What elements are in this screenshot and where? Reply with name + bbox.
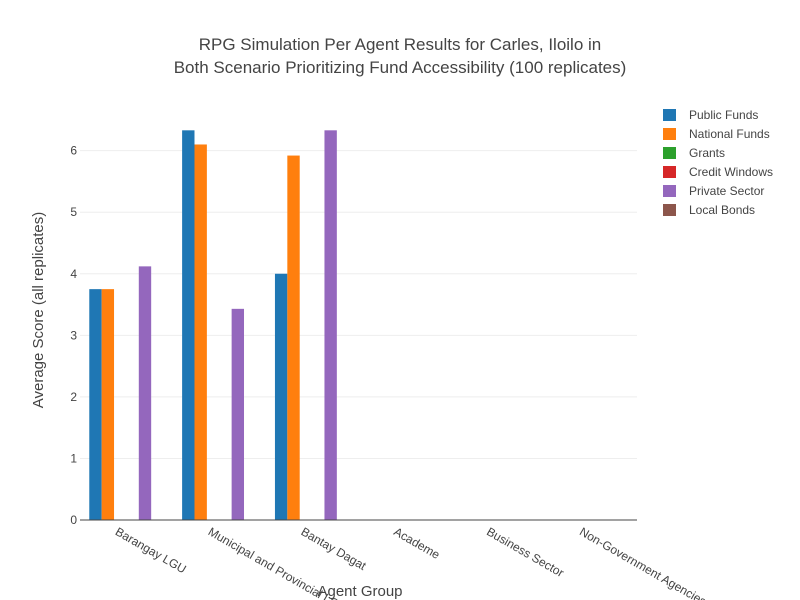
y-tick-labels: 0 1 2 3 4 5 6 <box>70 144 77 527</box>
legend-swatch <box>663 185 676 197</box>
bar-private-sector <box>324 130 337 521</box>
bar-national-funds <box>101 289 115 520</box>
legend-label: Grants <box>689 146 725 160</box>
bar-public-funds <box>274 273 288 520</box>
legend-label: Public Funds <box>689 108 758 122</box>
legend-swatch <box>663 147 676 159</box>
legend-label: National Funds <box>689 127 770 141</box>
legend-swatch <box>663 166 676 178</box>
bar-private-sector <box>138 266 152 520</box>
legend-label: Local Bonds <box>689 203 755 217</box>
grid-lines <box>80 150 637 459</box>
bars <box>89 130 337 521</box>
y-tick-label: 2 <box>70 390 77 404</box>
legend-swatch <box>663 204 676 216</box>
legend-label: Private Sector <box>689 184 764 198</box>
bar-national-funds <box>194 144 207 520</box>
y-tick-label: 1 <box>70 451 77 465</box>
y-axis-title: Average Score (all replicates) <box>30 212 47 408</box>
y-tick-label: 4 <box>70 267 77 281</box>
y-tick-label: 5 <box>70 205 77 219</box>
chart-title-line-2: Both Scenario Prioritizing Fund Accessib… <box>174 58 627 77</box>
legend: Public Funds National Funds Grants Credit W… <box>663 108 773 217</box>
bar-private-sector <box>231 308 245 520</box>
legend-swatch <box>663 109 676 121</box>
y-tick-label: 3 <box>70 328 77 342</box>
bar-national-funds <box>287 155 300 521</box>
bar-public-funds <box>182 130 195 521</box>
y-tick-label: 6 <box>70 144 77 158</box>
y-tick-label: 0 <box>70 513 77 527</box>
legend-label: Credit Windows <box>689 165 773 179</box>
legend-swatch <box>663 128 676 140</box>
x-axis-title: Agent Group <box>317 583 402 600</box>
chart-title-line-1: RPG Simulation Per Agent Results for Car… <box>199 35 602 54</box>
bar-public-funds <box>89 289 102 520</box>
